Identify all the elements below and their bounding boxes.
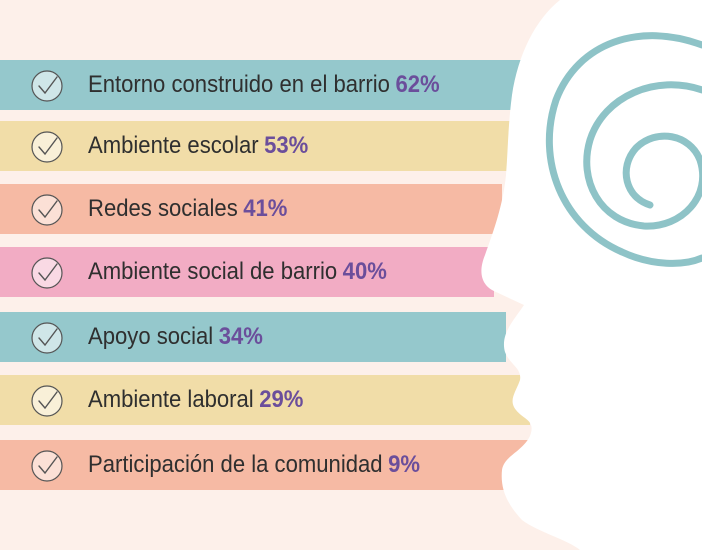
check-circle-icon — [31, 322, 63, 354]
factor-text: Ambiente escolar 53% — [88, 121, 308, 171]
check-circle-icon — [31, 70, 63, 102]
check-circle-icon — [31, 450, 63, 482]
factor-percent: 34% — [218, 323, 263, 350]
factor-text: Redes sociales 41% — [88, 184, 287, 234]
factor-text: Ambiente social de barrio 40% — [88, 247, 387, 297]
spiral-icon — [583, 81, 702, 230]
factor-percent: 40% — [342, 258, 387, 285]
factor-text: Entorno construido en el barrio 62% — [88, 60, 440, 110]
factor-label: Ambiente laboral — [88, 386, 254, 413]
factor-percent: 62% — [395, 71, 440, 98]
factor-bar-6: Participación de la comunidad 9% — [0, 440, 588, 490]
factor-bar-3: Ambiente social de barrio 40% — [0, 247, 494, 297]
factor-text: Participación de la comunidad 9% — [88, 440, 420, 490]
factor-label: Redes sociales — [88, 195, 238, 222]
factor-text: Ambiente laboral 29% — [88, 375, 303, 425]
check-circle-icon — [31, 131, 63, 163]
factor-percent: 53% — [264, 132, 309, 159]
check-circle-icon — [31, 385, 63, 417]
factor-percent: 29% — [259, 386, 304, 413]
factor-percent: 41% — [243, 195, 288, 222]
factor-percent: 9% — [388, 451, 421, 478]
factor-label: Ambiente escolar — [88, 132, 259, 159]
factor-bar-0: Entorno construido en el barrio 62% — [0, 60, 528, 110]
factor-bar-5: Ambiente laboral 29% — [0, 375, 530, 425]
factor-bar-1: Ambiente escolar 53% — [0, 121, 515, 171]
factor-bar-4: Apoyo social 34% — [0, 312, 506, 362]
factor-bar-2: Redes sociales 41% — [0, 184, 502, 234]
factor-label: Participación de la comunidad — [88, 451, 383, 478]
factor-text: Apoyo social 34% — [88, 312, 263, 362]
factor-label: Ambiente social de barrio — [88, 258, 338, 285]
check-circle-icon — [31, 194, 63, 226]
spiral-outer-arc — [545, 32, 702, 267]
factor-label: Entorno construido en el barrio — [88, 71, 390, 98]
factor-label: Apoyo social — [88, 323, 214, 350]
check-circle-icon — [31, 257, 63, 289]
